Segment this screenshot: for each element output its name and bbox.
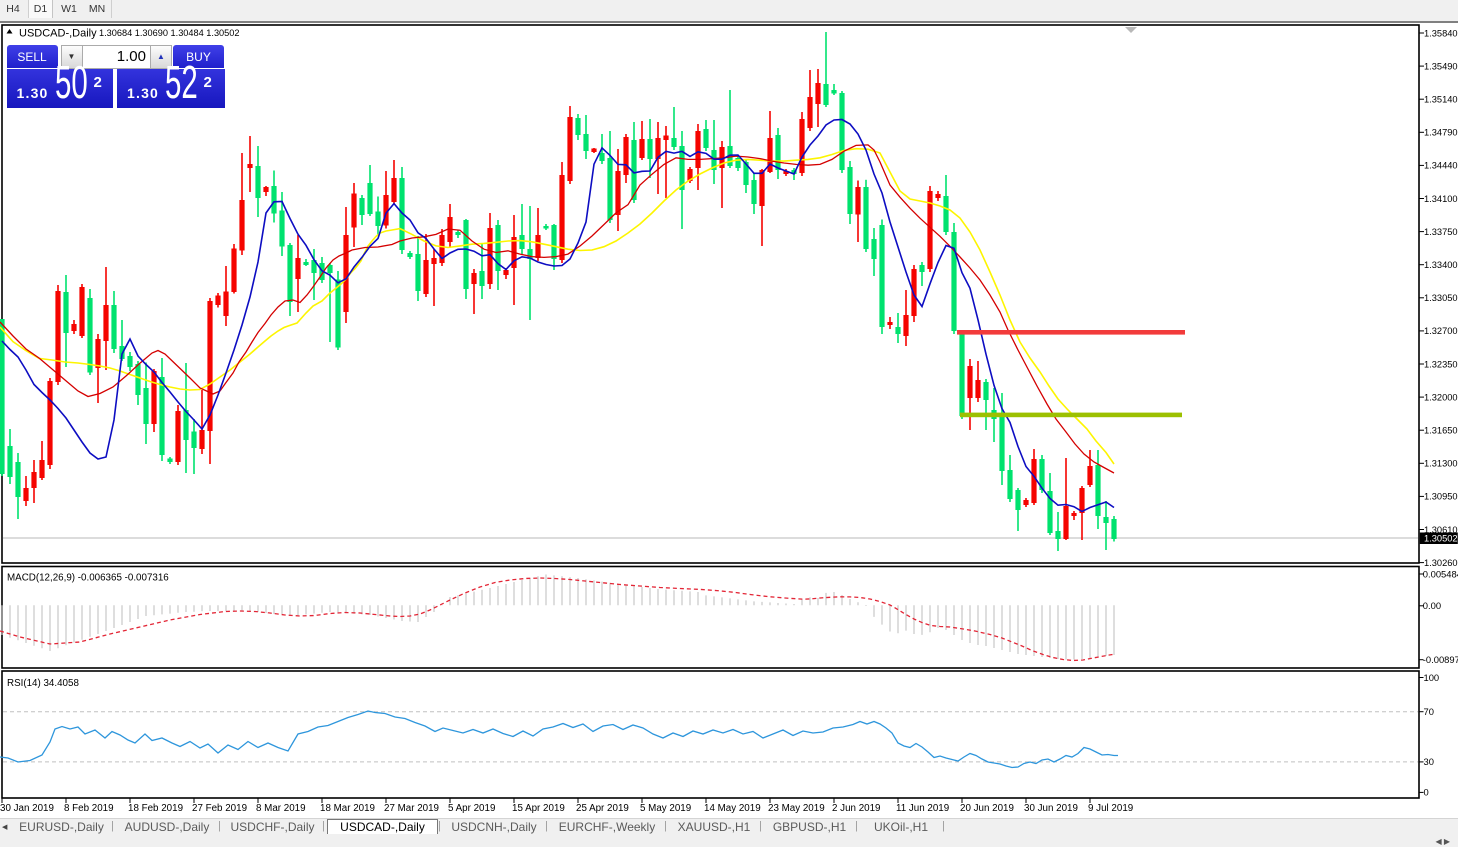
- svg-text:0.005484: 0.005484: [1423, 568, 1458, 579]
- svg-text:1.33400: 1.33400: [1424, 260, 1458, 270]
- svg-text:8 Feb 2019: 8 Feb 2019: [64, 803, 114, 814]
- svg-text:1.30610: 1.30610: [1424, 525, 1458, 535]
- svg-text:1.35490: 1.35490: [1424, 61, 1458, 71]
- svg-text:1.34100: 1.34100: [1424, 194, 1458, 204]
- svg-text:1.30260: 1.30260: [1424, 558, 1458, 568]
- svg-text:30: 30: [1424, 756, 1434, 767]
- svg-text:18 Mar 2019: 18 Mar 2019: [320, 803, 375, 814]
- svg-text:USDCAD-,Daily: USDCAD-,Daily: [19, 27, 97, 39]
- svg-text:14 May 2019: 14 May 2019: [704, 803, 761, 814]
- svg-text:23 May 2019: 23 May 2019: [768, 803, 825, 814]
- svg-text:9 Jul 2019: 9 Jul 2019: [1088, 803, 1133, 814]
- svg-text:MACD(12,26,9) -0.006365 -0.007: MACD(12,26,9) -0.006365 -0.007316: [7, 573, 169, 584]
- svg-text:15 Apr 2019: 15 Apr 2019: [512, 803, 565, 814]
- svg-text:1.30684 1.30690 1.30484 1.3050: 1.30684 1.30690 1.30484 1.30502: [99, 28, 240, 38]
- svg-text:25 Apr 2019: 25 Apr 2019: [576, 803, 629, 814]
- svg-text:18 Feb 2019: 18 Feb 2019: [128, 803, 183, 814]
- svg-text:20 Jun 2019: 20 Jun 2019: [960, 803, 1014, 814]
- svg-text:0: 0: [1424, 787, 1429, 798]
- svg-text:5 May 2019: 5 May 2019: [640, 803, 691, 814]
- svg-text:-0.008974: -0.008974: [1423, 654, 1458, 665]
- svg-text:27 Mar 2019: 27 Mar 2019: [384, 803, 439, 814]
- svg-text:1.30950: 1.30950: [1424, 492, 1458, 502]
- svg-text:11 Jun 2019: 11 Jun 2019: [896, 803, 949, 814]
- svg-text:1.32350: 1.32350: [1424, 359, 1458, 369]
- svg-text:100: 100: [1424, 672, 1440, 683]
- svg-text:30 Jan 2019: 30 Jan 2019: [0, 803, 54, 814]
- svg-text:1.30502: 1.30502: [1424, 534, 1458, 544]
- svg-text:1.32000: 1.32000: [1424, 392, 1458, 402]
- svg-text:1.31650: 1.31650: [1424, 426, 1458, 436]
- svg-text:8 Mar 2019: 8 Mar 2019: [256, 803, 306, 814]
- svg-text:0.00: 0.00: [1423, 600, 1441, 611]
- svg-text:30 Jun 2019: 30 Jun 2019: [1024, 803, 1078, 814]
- svg-text:1.35140: 1.35140: [1424, 95, 1458, 105]
- svg-text:70: 70: [1424, 706, 1434, 717]
- svg-text:1.34790: 1.34790: [1424, 128, 1458, 138]
- svg-text:27 Feb 2019: 27 Feb 2019: [192, 803, 247, 814]
- svg-text:1.35840: 1.35840: [1424, 28, 1458, 38]
- svg-text:1.32700: 1.32700: [1424, 326, 1458, 336]
- svg-text:1.31300: 1.31300: [1424, 459, 1458, 469]
- svg-text:1.34440: 1.34440: [1424, 161, 1458, 171]
- svg-text:1.33750: 1.33750: [1424, 227, 1458, 237]
- svg-text:2 Jun 2019: 2 Jun 2019: [832, 803, 880, 814]
- svg-text:RSI(14) 34.4058: RSI(14) 34.4058: [7, 678, 79, 689]
- svg-text:5 Apr 2019: 5 Apr 2019: [448, 803, 495, 814]
- svg-text:1.33050: 1.33050: [1424, 293, 1458, 303]
